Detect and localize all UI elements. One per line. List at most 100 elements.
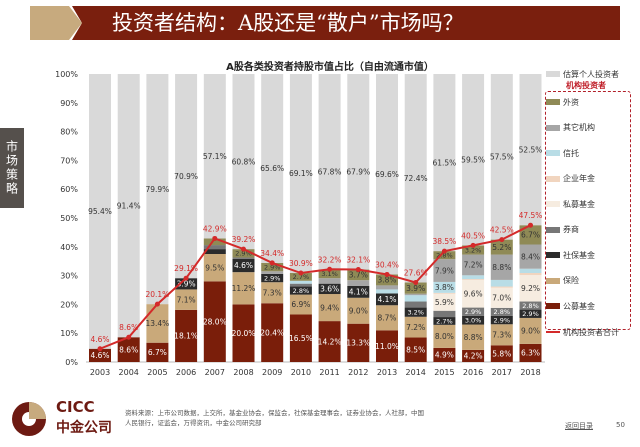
legend-swatch xyxy=(546,226,560,233)
bar-segment xyxy=(519,343,542,362)
bar-segment xyxy=(289,74,312,274)
data-label: 2.8% xyxy=(494,308,511,316)
bar-segment xyxy=(490,324,513,346)
y-tick-label: 10% xyxy=(60,329,78,338)
data-label: 7.3% xyxy=(492,330,511,339)
back-to-contents-link[interactable]: 返回目录 xyxy=(565,422,593,430)
bar-segment xyxy=(203,249,226,254)
bar-segment xyxy=(404,282,427,294)
side-tab-market-strategy[interactable]: 市场策略 xyxy=(0,128,24,208)
line-label: 29.1% xyxy=(174,264,198,273)
line-point xyxy=(97,346,103,352)
data-label: 69.1% xyxy=(289,169,313,178)
bar-segment xyxy=(519,273,542,276)
data-label: 60.8% xyxy=(232,157,256,166)
bar-segment xyxy=(462,315,485,325)
bar-segment xyxy=(404,74,427,283)
data-label: 2.9% xyxy=(494,316,511,324)
bar-segment xyxy=(261,273,284,283)
page-title: 投资者结构：A股还是“散户”市场吗？ xyxy=(112,11,464,35)
bar-segment xyxy=(462,279,485,280)
bar-segment xyxy=(376,293,398,306)
data-label: 16.5% xyxy=(289,334,313,343)
bar-segment xyxy=(462,254,485,276)
bar-segment xyxy=(347,74,370,270)
bar-segment xyxy=(203,254,226,282)
data-label: 4.6% xyxy=(234,261,253,270)
legend-swatch xyxy=(546,175,560,182)
y-tick-label: 80% xyxy=(60,128,78,137)
bar-segment xyxy=(490,315,513,325)
total-line xyxy=(99,224,531,350)
x-tick-label: 2018 xyxy=(520,368,540,377)
bar-segment xyxy=(175,309,198,362)
data-label: 11.2% xyxy=(232,284,256,293)
bar-segment xyxy=(490,279,513,287)
data-label: 5.9% xyxy=(435,298,454,307)
data-label: 8.8% xyxy=(492,263,511,272)
data-label: 8.4% xyxy=(521,252,540,261)
data-label: 20.0% xyxy=(232,329,256,338)
data-label: 3.7% xyxy=(349,271,368,280)
y-tick-label: 60% xyxy=(60,185,78,194)
legend-item: 外资 xyxy=(546,96,636,108)
data-label: 7.2% xyxy=(406,323,425,332)
y-tick-label: 40% xyxy=(60,243,78,252)
data-label: 3.8% xyxy=(377,276,396,285)
line-label: 32.2% xyxy=(318,255,342,264)
bar-segment xyxy=(117,74,140,338)
line-point xyxy=(441,248,447,254)
line-point xyxy=(298,270,304,276)
bar-segment xyxy=(433,251,456,260)
data-label: 57.1% xyxy=(203,152,227,161)
data-label: 61.5% xyxy=(432,158,456,167)
line-label: 39.2% xyxy=(232,235,256,244)
line-label: 30.4% xyxy=(375,260,399,269)
bar-segment xyxy=(404,337,427,362)
data-label: 72.4% xyxy=(404,174,428,183)
data-label: 9.2% xyxy=(521,284,540,293)
bar-segment xyxy=(318,269,341,279)
bar-segment xyxy=(232,257,255,259)
y-tick-label: 50% xyxy=(60,214,78,223)
line-label: 47.5% xyxy=(519,211,543,220)
bar-segment xyxy=(433,74,456,252)
data-label: 4.6% xyxy=(90,351,109,360)
data-label: 2.8% xyxy=(436,251,453,259)
cicc-logo-icon xyxy=(12,402,46,436)
bar-segment xyxy=(261,74,284,263)
data-label: 4.2% xyxy=(464,352,483,361)
line-label: 32.1% xyxy=(346,256,370,265)
line-point xyxy=(355,267,361,273)
data-label: 91.4% xyxy=(117,201,141,210)
chart-title: A股各类投资者持股市值占比（自由流通市值） xyxy=(226,62,434,73)
line-label: 4.6% xyxy=(90,335,109,344)
bar-segment xyxy=(175,74,198,279)
data-label: 7.2% xyxy=(464,261,483,270)
bar-segment xyxy=(404,293,427,296)
line-label: 42.9% xyxy=(203,224,227,233)
bar-segment xyxy=(404,295,427,302)
bar-segment xyxy=(117,337,140,362)
legend-label: 券商 xyxy=(563,225,579,234)
bar-segment xyxy=(404,307,427,317)
institution-legend-box xyxy=(545,91,631,330)
legend-swatch xyxy=(546,150,560,156)
bar-segment xyxy=(490,345,513,362)
line-point xyxy=(470,242,476,248)
data-label: 20.4% xyxy=(260,328,284,337)
bar-segment xyxy=(175,278,198,290)
data-label: 7.9% xyxy=(435,266,454,275)
bar-segment xyxy=(318,283,341,295)
y-tick-label: 20% xyxy=(60,300,78,309)
data-label: 4.1% xyxy=(377,295,396,304)
legend-label: 信托 xyxy=(563,148,579,158)
data-label: 95.4% xyxy=(88,207,112,216)
bar-segment xyxy=(347,297,370,324)
legend-label: 社保基金 xyxy=(563,250,595,260)
bar-segment xyxy=(203,74,226,239)
page-number: 50 xyxy=(616,421,625,429)
bar-segment xyxy=(376,285,398,290)
bar-segment xyxy=(433,324,456,348)
